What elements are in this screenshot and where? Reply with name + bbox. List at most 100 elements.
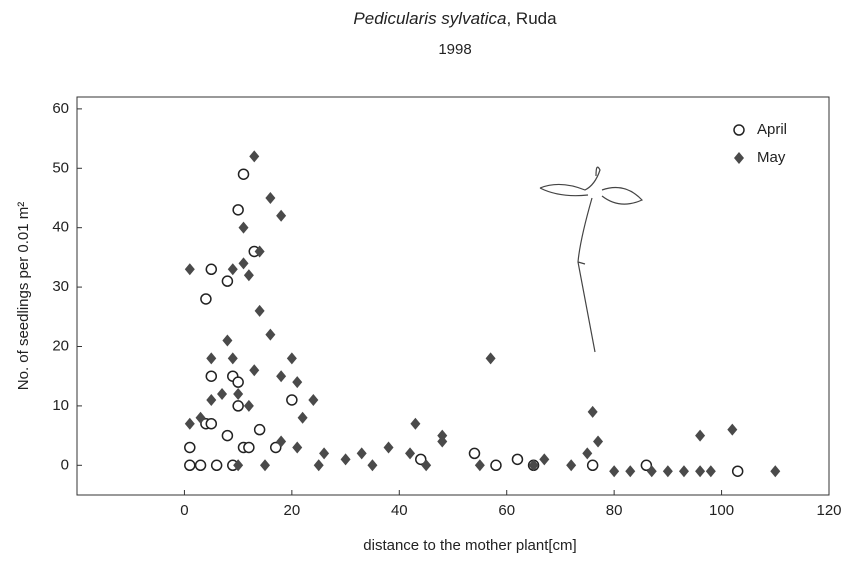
- x-tick-label: 100: [709, 502, 734, 519]
- point: [233, 459, 244, 472]
- point: [253, 423, 266, 436]
- y-tick-label: 20: [52, 337, 69, 354]
- point: [200, 293, 212, 305]
- point: [221, 275, 234, 287]
- point: [194, 459, 207, 472]
- point: [195, 411, 206, 424]
- point: [678, 465, 689, 478]
- chart-title: Pedicularis sylvatica, Ruda: [353, 9, 557, 28]
- point: [292, 441, 303, 454]
- point: [625, 465, 636, 478]
- point: [206, 393, 217, 406]
- x-tick-label: 80: [606, 502, 623, 519]
- point: [474, 459, 485, 472]
- point: [313, 459, 324, 472]
- point: [210, 459, 223, 472]
- point: [184, 417, 195, 430]
- point: [232, 376, 244, 388]
- point: [276, 370, 287, 383]
- x-tick-label: 0: [180, 502, 188, 519]
- x-axis-label: distance to the mother plant[cm]: [363, 537, 576, 554]
- point: [243, 269, 254, 282]
- point: [254, 304, 265, 317]
- y-tick-label: 60: [52, 100, 69, 117]
- point: [222, 334, 233, 347]
- x-tick-label: 40: [391, 502, 408, 519]
- point: [609, 465, 620, 478]
- point: [221, 429, 234, 442]
- point: [415, 453, 427, 466]
- point: [421, 459, 432, 472]
- legend-label: May: [757, 149, 786, 166]
- point: [238, 221, 249, 234]
- y-tick-label: 0: [61, 456, 69, 473]
- point: [727, 423, 738, 436]
- point: [356, 447, 367, 460]
- point: [276, 435, 287, 448]
- point: [184, 263, 195, 276]
- x-tick-label: 120: [816, 502, 841, 519]
- point: [319, 447, 330, 460]
- point: [582, 447, 593, 460]
- title-place: , Ruda: [506, 9, 557, 28]
- point: [367, 459, 378, 472]
- legend-marker: [734, 152, 744, 164]
- point: [485, 352, 496, 365]
- point: [260, 459, 270, 472]
- point: [205, 370, 218, 382]
- x-tick-label: 60: [498, 502, 515, 519]
- point: [490, 459, 502, 472]
- plant-sketch: [539, 166, 644, 353]
- point: [586, 459, 599, 472]
- y-tick-label: 40: [52, 219, 69, 236]
- point: [206, 352, 217, 365]
- point: [468, 447, 481, 460]
- point: [640, 459, 653, 472]
- point: [269, 441, 282, 454]
- point: [593, 435, 604, 448]
- point: [265, 328, 276, 341]
- point: [237, 168, 250, 180]
- point: [383, 441, 394, 454]
- point: [770, 465, 781, 478]
- point: [731, 465, 744, 477]
- point: [249, 150, 260, 163]
- point: [227, 352, 238, 365]
- point: [410, 417, 421, 430]
- point: [205, 263, 218, 276]
- point: [308, 393, 319, 406]
- point: [297, 411, 308, 424]
- point: [265, 191, 276, 204]
- point: [705, 465, 716, 478]
- point: [539, 453, 550, 466]
- point: [340, 453, 351, 466]
- point: [232, 400, 244, 412]
- point: [254, 245, 265, 258]
- point: [243, 441, 255, 454]
- point: [232, 204, 244, 216]
- point: [286, 352, 297, 365]
- point: [511, 453, 524, 466]
- point: [405, 447, 416, 460]
- point: [243, 399, 254, 412]
- plot-frame: [76, 96, 830, 496]
- point: [437, 435, 448, 448]
- point: [184, 441, 196, 454]
- point: [249, 364, 260, 377]
- point: [528, 459, 539, 472]
- y-tick-label: 30: [52, 278, 69, 295]
- x-tick-label: 20: [284, 502, 301, 519]
- point: [217, 388, 228, 401]
- point: [695, 465, 706, 478]
- point: [227, 263, 238, 276]
- point: [233, 388, 244, 401]
- point: [587, 405, 598, 418]
- point: [238, 257, 249, 270]
- y-axis-label: No. of seedlings per 0.01 m²: [15, 202, 32, 390]
- legend-label: April: [757, 121, 787, 138]
- point: [566, 459, 577, 472]
- point: [695, 429, 706, 442]
- chart-subtitle: 1998: [438, 41, 471, 58]
- point: [286, 394, 298, 406]
